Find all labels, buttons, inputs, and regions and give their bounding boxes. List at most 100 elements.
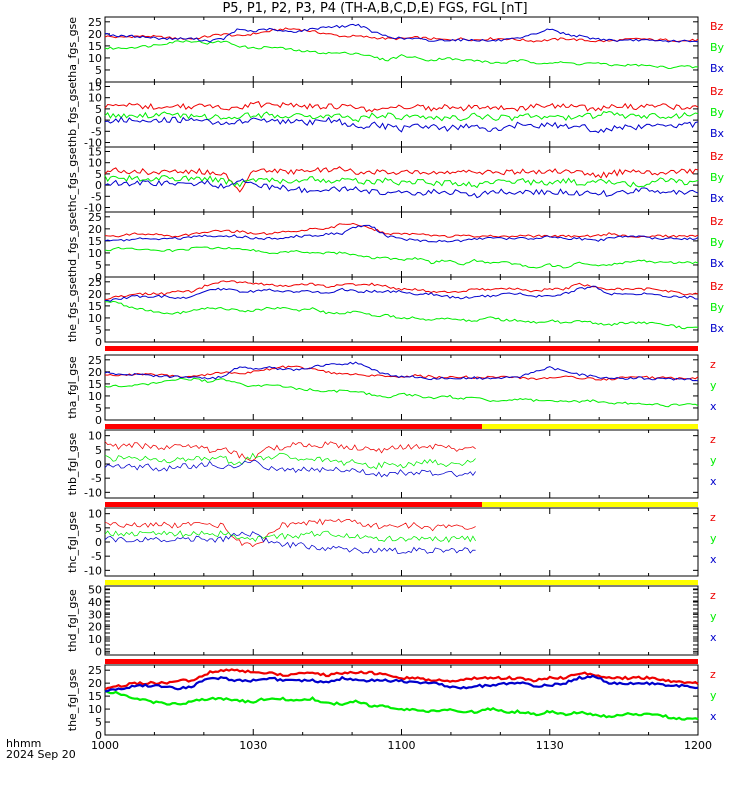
legend-entry: Bz	[710, 215, 724, 228]
legend-entry: By	[710, 41, 725, 54]
x-tick-label: 1130	[536, 739, 564, 752]
y-tick-label: 0	[95, 271, 102, 284]
y-tick-label: -5	[91, 190, 102, 203]
y-tick-label: -10	[84, 137, 102, 150]
series-line-x	[104, 674, 699, 693]
y-tick-label: -5	[91, 472, 102, 485]
mode-bar-yellow	[482, 424, 698, 429]
legend-entry: Bz	[710, 85, 724, 98]
y-tick-label: 5	[95, 64, 102, 77]
series-line-By	[104, 300, 699, 330]
panel-frame	[104, 81, 699, 148]
legend-entry: Bz	[710, 20, 724, 33]
y-tick-label: 10	[88, 52, 102, 65]
y-tick-label: 20	[88, 677, 102, 690]
y-tick-label: 40	[88, 596, 102, 609]
y-tick-label: -10	[84, 202, 102, 215]
series-line-By	[104, 40, 699, 70]
y-tick-label: 25	[88, 276, 102, 289]
legend-entry: Bx	[710, 62, 725, 75]
y-tick-label: 10	[88, 157, 102, 170]
y-tick-label: 0	[95, 76, 102, 89]
mode-bar-red	[105, 659, 698, 664]
y-tick-label: 0	[95, 645, 102, 658]
y-tick-label: 0	[95, 414, 102, 427]
y-tick-label: 15	[88, 690, 102, 703]
series-line-Bz	[104, 222, 699, 238]
y-tick-label: 50	[88, 584, 102, 597]
mode-bar-red	[105, 346, 698, 351]
series-line-Bz	[104, 280, 699, 300]
series-line-By	[104, 174, 699, 189]
series-line-z	[104, 365, 699, 381]
y-tick-label: -5	[91, 550, 102, 563]
legend-entry: By	[710, 301, 725, 314]
mode-bar-red	[105, 502, 482, 507]
series-line-z	[104, 518, 476, 548]
y-tick-label: 0	[95, 536, 102, 549]
panel-frame	[104, 16, 699, 83]
plot-title: P5, P1, P2, P3, P4 (TH-A,B,C,D,E) FGS, F…	[222, 1, 528, 16]
series-line-Bx	[105, 23, 699, 43]
y-tick-label: 5	[95, 259, 102, 272]
series-line-y	[104, 689, 699, 721]
legend-entry: z	[710, 511, 716, 524]
series-line-y	[104, 530, 476, 543]
y-tick-label: 10	[88, 430, 102, 443]
legend-entry: Bx	[710, 322, 725, 335]
y-tick-label: 10	[88, 703, 102, 716]
y-tick-label: 25	[88, 211, 102, 224]
legend-entry: x	[710, 553, 717, 566]
y-axis-label: thb_fgs_gse	[66, 82, 79, 148]
legend-entry: z	[710, 433, 716, 446]
y-tick-label: 20	[88, 28, 102, 41]
y-tick-label: -5	[91, 125, 102, 138]
legend-entry: z	[710, 358, 716, 371]
series-line-Bx	[104, 224, 699, 243]
y-tick-label: 5	[95, 716, 102, 729]
legend-entry: x	[710, 475, 717, 488]
x-tick-label: 1000	[91, 739, 119, 752]
y-tick-label: 25	[88, 354, 102, 367]
legend-entry: y	[710, 689, 717, 702]
y-axis-label: thd_fgs_gse	[66, 212, 79, 278]
series-line-Bz	[104, 100, 699, 113]
panel-frame	[104, 507, 699, 577]
legend-entry: y	[710, 532, 717, 545]
y-tick-label: 5	[95, 522, 102, 535]
y-tick-label: 20	[88, 621, 102, 634]
y-tick-label: 20	[88, 288, 102, 301]
y-tick-label: -10	[84, 564, 102, 577]
y-tick-label: 5	[95, 168, 102, 181]
legend-entry: x	[710, 710, 717, 723]
y-axis-label: tha_fgs_gse	[66, 17, 79, 82]
y-tick-label: 5	[95, 103, 102, 116]
y-tick-label: 20	[88, 223, 102, 236]
y-tick-label: 15	[88, 378, 102, 391]
mode-bar-yellow	[482, 502, 698, 507]
x-tick-label: 1030	[239, 739, 267, 752]
y-tick-label: 10	[88, 247, 102, 260]
series-line-x	[104, 460, 476, 478]
series-line-y	[104, 377, 699, 408]
y-tick-label: -10	[84, 486, 102, 499]
x-tick-label: 1200	[684, 739, 712, 752]
series-line-Bx	[104, 116, 699, 134]
y-tick-label: 5	[95, 444, 102, 457]
legend-entry: Bz	[710, 150, 724, 163]
y-tick-label: 10	[88, 633, 102, 646]
legend-entry: y	[710, 610, 717, 623]
series-line-By	[104, 110, 699, 123]
legend-entry: Bx	[710, 257, 725, 270]
y-tick-label: 0	[95, 179, 102, 192]
y-tick-label: 5	[95, 402, 102, 415]
mode-bar-red	[105, 424, 482, 429]
y-tick-label: 0	[95, 336, 102, 349]
legend-entry: z	[710, 668, 716, 681]
legend-entry: y	[710, 454, 717, 467]
y-tick-label: 25	[88, 664, 102, 677]
y-tick-label: 20	[88, 366, 102, 379]
y-axis-label: tha_fgl_gse	[66, 356, 79, 419]
legend-entry: x	[710, 631, 717, 644]
